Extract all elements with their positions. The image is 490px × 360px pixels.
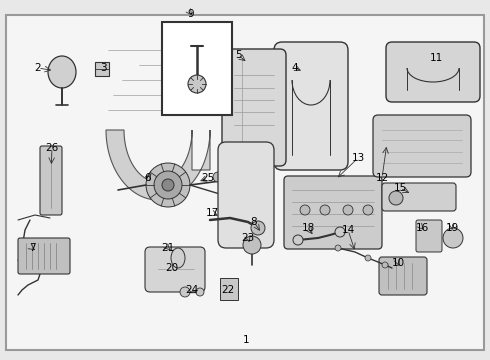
Circle shape bbox=[443, 228, 463, 248]
Circle shape bbox=[382, 262, 388, 268]
Bar bbox=[220, 278, 238, 300]
Text: 22: 22 bbox=[221, 285, 235, 295]
Ellipse shape bbox=[171, 248, 185, 268]
Circle shape bbox=[251, 221, 265, 235]
Text: 3: 3 bbox=[99, 63, 106, 73]
Circle shape bbox=[335, 245, 341, 251]
Text: 14: 14 bbox=[342, 225, 355, 235]
Text: 1: 1 bbox=[243, 335, 249, 345]
Text: 24: 24 bbox=[185, 285, 198, 295]
Circle shape bbox=[320, 205, 330, 215]
Ellipse shape bbox=[48, 56, 76, 88]
Text: 6: 6 bbox=[145, 173, 151, 183]
Circle shape bbox=[228, 175, 238, 185]
Circle shape bbox=[180, 287, 190, 297]
Circle shape bbox=[343, 205, 353, 215]
Text: 12: 12 bbox=[375, 173, 389, 183]
FancyBboxPatch shape bbox=[284, 176, 382, 249]
Text: 13: 13 bbox=[351, 153, 365, 163]
Circle shape bbox=[389, 191, 403, 205]
FancyBboxPatch shape bbox=[218, 142, 274, 248]
Text: 8: 8 bbox=[251, 217, 257, 227]
FancyBboxPatch shape bbox=[379, 257, 427, 295]
Circle shape bbox=[335, 227, 345, 237]
Text: 2: 2 bbox=[35, 63, 41, 73]
FancyBboxPatch shape bbox=[145, 247, 205, 292]
Circle shape bbox=[233, 192, 243, 202]
Text: 10: 10 bbox=[392, 258, 405, 268]
Text: 19: 19 bbox=[445, 223, 459, 233]
Bar bbox=[162, 22, 232, 115]
FancyBboxPatch shape bbox=[18, 238, 70, 274]
Polygon shape bbox=[106, 130, 210, 200]
Circle shape bbox=[365, 255, 371, 261]
FancyBboxPatch shape bbox=[416, 220, 442, 252]
Text: 5: 5 bbox=[235, 50, 241, 60]
Text: 21: 21 bbox=[161, 243, 174, 253]
Text: 16: 16 bbox=[416, 223, 429, 233]
Circle shape bbox=[162, 179, 174, 191]
FancyBboxPatch shape bbox=[373, 115, 471, 177]
Circle shape bbox=[154, 171, 182, 199]
Text: 25: 25 bbox=[201, 173, 215, 183]
Circle shape bbox=[188, 75, 206, 93]
Text: 26: 26 bbox=[46, 143, 59, 153]
Text: 23: 23 bbox=[242, 233, 255, 243]
Text: 17: 17 bbox=[205, 208, 219, 218]
Text: 7: 7 bbox=[29, 243, 35, 253]
Text: 9: 9 bbox=[188, 9, 195, 19]
Text: 4: 4 bbox=[292, 63, 298, 73]
Circle shape bbox=[213, 172, 223, 182]
Circle shape bbox=[196, 288, 204, 296]
FancyBboxPatch shape bbox=[386, 42, 480, 102]
Circle shape bbox=[293, 235, 303, 245]
FancyBboxPatch shape bbox=[40, 146, 62, 215]
Circle shape bbox=[243, 236, 261, 254]
Text: 15: 15 bbox=[393, 183, 407, 193]
Circle shape bbox=[300, 205, 310, 215]
Text: 18: 18 bbox=[301, 223, 315, 233]
Bar bbox=[95, 62, 109, 76]
Circle shape bbox=[363, 205, 373, 215]
Text: 20: 20 bbox=[166, 263, 178, 273]
FancyBboxPatch shape bbox=[274, 42, 348, 170]
Circle shape bbox=[146, 163, 190, 207]
FancyBboxPatch shape bbox=[222, 49, 286, 166]
Text: 11: 11 bbox=[429, 53, 442, 63]
FancyBboxPatch shape bbox=[382, 183, 456, 211]
